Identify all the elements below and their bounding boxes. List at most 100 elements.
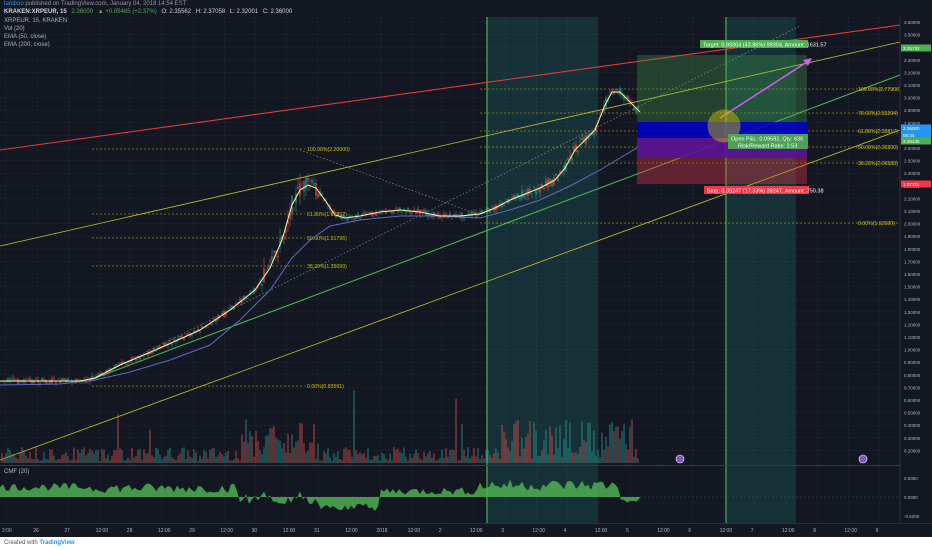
candle-body xyxy=(573,147,575,152)
legend-item-ema50[interactable]: EMA (50, close) xyxy=(4,34,47,40)
candle-body xyxy=(335,215,337,218)
volume-bar xyxy=(407,460,409,463)
candle-body xyxy=(91,376,93,379)
time-tick-label: 12:00 xyxy=(782,528,795,534)
volume-bar xyxy=(599,457,601,463)
candle-body xyxy=(343,215,345,219)
date-range-1[interactable] xyxy=(487,17,598,465)
price-tag-label: 3.25732 xyxy=(903,46,920,51)
trendline-yellow-lower[interactable] xyxy=(0,129,900,461)
candle-body xyxy=(397,210,399,212)
candle-body xyxy=(377,213,379,215)
candle-body xyxy=(279,238,281,248)
price-tick-label: 1.30000 xyxy=(904,310,921,315)
candle-body xyxy=(621,92,623,94)
candle-body xyxy=(365,213,367,216)
volume-bar xyxy=(467,447,469,463)
candle-body xyxy=(363,212,365,214)
event-marker-icon[interactable] xyxy=(675,454,685,464)
candle-body xyxy=(331,211,333,214)
ema50-line[interactable] xyxy=(0,91,641,382)
volume-bar xyxy=(179,453,181,463)
volume-bar xyxy=(573,453,575,463)
symbol-name[interactable]: KRAKEN:XRPEUR, 15 xyxy=(4,9,67,15)
candle-body xyxy=(603,105,605,113)
candle-body xyxy=(155,350,157,352)
volume-bar xyxy=(27,458,29,463)
time-tick-label: 30 xyxy=(252,528,258,534)
volume-bar xyxy=(613,430,615,463)
volume-bar xyxy=(353,390,355,463)
ohlc-open: O: 2.35562 xyxy=(161,9,192,15)
trendline-dotted-down[interactable] xyxy=(299,149,481,216)
volume-bar xyxy=(61,454,63,463)
candle-body xyxy=(231,305,233,310)
price-tag xyxy=(901,131,931,139)
volume-bar xyxy=(121,449,123,463)
long-position-tool[interactable]: Target: 0.99304 (43.86%) 99304, Amount: … xyxy=(637,40,827,195)
volume-bar xyxy=(389,453,391,463)
cmf-axis[interactable]: 0.5000 0.0000 -0.5000 xyxy=(904,476,920,519)
legend-item-ema200[interactable]: EMA (200, close) xyxy=(4,42,50,48)
fib-retracement-right[interactable]: 100.00%(2.77900) 78.60%(2.53204) 61.80%(2.… xyxy=(480,87,901,227)
volume-bar xyxy=(609,424,611,463)
candle-body xyxy=(303,181,305,192)
trendline-dotted[interactable] xyxy=(89,25,801,381)
legend-item-volume[interactable]: Vol (20) xyxy=(4,26,25,32)
fib-retracement-left[interactable]: 100.00%(2.20000) 61.80%(1.67892) 50.00%(1.… xyxy=(92,147,350,390)
price-axis[interactable]: 3.600003.500003.400003.300003.200003.100… xyxy=(899,17,932,523)
volume-bar xyxy=(197,460,199,463)
target-zone xyxy=(637,55,807,122)
volume-bar xyxy=(165,455,167,463)
event-marker-icon[interactable] xyxy=(858,454,868,464)
candle-body xyxy=(115,364,117,367)
volume-bar xyxy=(297,440,299,463)
candle-body xyxy=(395,208,397,209)
volume-bar xyxy=(193,449,195,463)
volume-bar xyxy=(589,422,591,463)
legend-item-symbol[interactable]: XRPEUR, 15, KRAKEN xyxy=(4,18,68,24)
tradingview-logo[interactable]: TradingView xyxy=(39,540,75,546)
candle-body xyxy=(55,381,57,384)
fib-level-label: 0.00%(1.62500) xyxy=(858,221,895,227)
volume-bar xyxy=(369,459,371,463)
price-chart[interactable]: 100.00%(2.20000)61.80%(1.67892)50.00%(1.… xyxy=(0,0,932,537)
volume-bar xyxy=(265,436,267,463)
volume-bar xyxy=(245,419,247,463)
candle-body xyxy=(43,379,45,381)
time-tick-label: 12:00 xyxy=(720,528,733,534)
candle-body xyxy=(617,92,619,94)
time-tick-label: 2018 xyxy=(376,528,387,534)
candle-body xyxy=(467,213,469,216)
trendline-yellow-upper[interactable] xyxy=(0,41,900,247)
cmf-label[interactable]: CMF (20) xyxy=(4,469,29,475)
volume-bar xyxy=(75,460,77,463)
volume-bar xyxy=(205,451,207,463)
volume-bar xyxy=(533,421,535,463)
volume-bar xyxy=(133,458,135,463)
volume-bar xyxy=(351,456,353,463)
volume-bar xyxy=(315,458,317,463)
publisher-link[interactable]: taniboo xyxy=(4,1,24,7)
candle-body xyxy=(551,179,553,186)
price-tick-label: 3.50000 xyxy=(904,33,921,38)
volume-bar xyxy=(249,431,251,463)
volume-bar xyxy=(9,450,11,463)
volume-bar xyxy=(561,456,563,463)
volume-bar xyxy=(191,458,193,463)
candle-body xyxy=(513,195,515,200)
candle-body xyxy=(289,210,291,219)
candle-body xyxy=(187,333,189,335)
volume-bar xyxy=(617,426,619,463)
candle-body xyxy=(339,217,341,219)
candle-body xyxy=(545,180,547,186)
candle-body xyxy=(479,211,481,215)
volume-bar xyxy=(117,414,119,463)
candle-body xyxy=(233,305,235,310)
candle-body xyxy=(161,347,163,349)
candle-body xyxy=(577,150,579,152)
time-axis[interactable]: 2:00 26 27 12:00 28 12:00 29 12:00 30 12:00 31 12:0… xyxy=(0,523,932,537)
volume-bar xyxy=(195,452,197,463)
candle-body xyxy=(45,379,47,384)
ema200-line[interactable] xyxy=(0,145,641,386)
